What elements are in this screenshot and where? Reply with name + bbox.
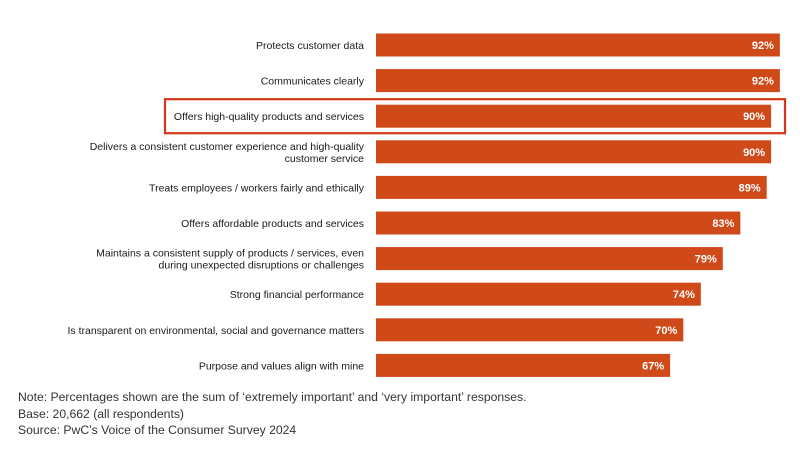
- value-label-8: 70%: [655, 325, 677, 337]
- value-label-4: 89%: [739, 182, 761, 194]
- bar-0: [376, 33, 780, 57]
- value-label-1: 92%: [752, 76, 774, 88]
- category-label-4: Treats employees / workers fairly and et…: [149, 182, 365, 194]
- category-label-2: Offers high-quality products and service…: [174, 111, 364, 123]
- bar-2: [376, 104, 772, 128]
- bar-9: [376, 353, 671, 377]
- bar-3: [376, 140, 772, 164]
- category-label-6-line-1: during unexpected disruptions or challen…: [159, 260, 364, 272]
- value-label-9: 67%: [642, 360, 664, 372]
- category-label-9: Purpose and values align with mine: [199, 360, 364, 372]
- value-label-3: 90%: [743, 147, 765, 159]
- value-label-6: 79%: [695, 254, 717, 266]
- category-label-5: Offers affordable products and services: [181, 218, 364, 230]
- bar-7: [376, 282, 701, 306]
- category-label-8: Is transparent on environmental, social …: [68, 325, 365, 337]
- category-label-3-line-0: Delivers a consistent customer experienc…: [90, 141, 365, 153]
- highlight-box: [163, 98, 787, 135]
- chart-notes: Note: Percentages shown are the sum of ‘…: [18, 389, 527, 439]
- category-label-6-line-0: Maintains a consistent supply of product…: [96, 248, 364, 260]
- value-label-0: 92%: [752, 40, 774, 52]
- bar-8: [376, 318, 684, 342]
- category-label-7: Strong financial performance: [230, 289, 364, 301]
- value-label-5: 83%: [712, 218, 734, 230]
- category-label-1: Communicates clearly: [261, 76, 365, 88]
- note-text: Note: Percentages shown are the sum of ‘…: [18, 390, 527, 404]
- bar-chart: 92% Protects customer data 92% Communicates…: [68, 33, 787, 377]
- value-label-7: 74%: [673, 289, 695, 301]
- bar-1: [376, 69, 780, 93]
- bar-4: [376, 175, 767, 199]
- value-label-2: 90%: [743, 111, 765, 123]
- source-text: Source: PwC’s Voice of the Consumer Surv…: [18, 423, 297, 437]
- category-label-3-line-1: customer service: [285, 153, 365, 165]
- bar-6: [376, 247, 723, 271]
- category-label-0: Protects customer data: [256, 40, 364, 52]
- base-text: Base: 20,662 (all respondents): [18, 406, 184, 421]
- bar-5: [376, 211, 741, 235]
